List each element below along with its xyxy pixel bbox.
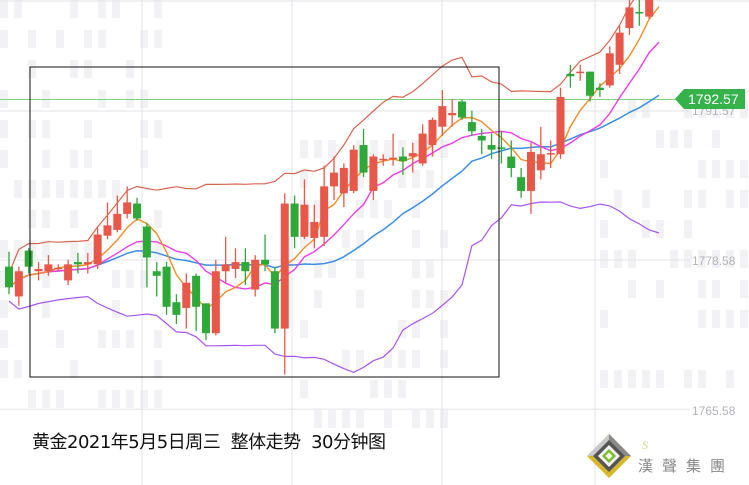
logo-mark: S (642, 438, 648, 452)
candles (5, 0, 662, 375)
hansheng-logo-icon (587, 434, 631, 478)
y-tick-1765: 1765.58 (692, 404, 736, 418)
background-watermark (0, 0, 748, 428)
logo-text: 漢聲集團 (638, 457, 735, 475)
highlight-box (29, 66, 500, 378)
chart-caption: 黄金2021年5月5日周三 整体走势 30分钟图 (32, 432, 386, 453)
y-tick-1778: 1778.58 (692, 254, 736, 268)
current-price-value: 1792.57 (688, 91, 739, 107)
current-price-tag: 1792.57 (675, 89, 745, 109)
